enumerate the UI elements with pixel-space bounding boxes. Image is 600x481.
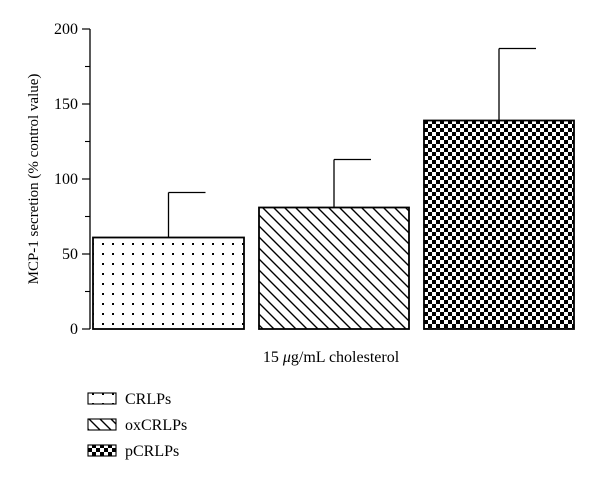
legend-label-pCRLPs: pCRLPs xyxy=(125,443,179,460)
x-axis-label-mu: μ xyxy=(282,349,291,366)
bars-group xyxy=(92,47,575,330)
legend-swatch-CRLPs xyxy=(87,392,117,405)
x-axis-label-prefix: 15 xyxy=(263,349,283,366)
x-axis-label: 15 μg/mL cholesterol xyxy=(263,349,400,366)
x-axis-label-suffix: g/mL cholesterol xyxy=(291,349,400,366)
bar-CRLPs xyxy=(92,236,245,330)
legend-swatch-oxCRLPs xyxy=(87,418,117,431)
legend-swatch-pCRLPs xyxy=(87,444,117,457)
y-tick-label-0: 0 xyxy=(70,321,78,338)
y-tick-label-200: 200 xyxy=(54,21,78,38)
legend-label-oxCRLPs: oxCRLPs xyxy=(125,417,187,434)
y-axis-ticks: 0 50 100 150 200 xyxy=(54,21,90,338)
y-tick-label-50: 50 xyxy=(62,246,78,263)
y-tick-label-150: 150 xyxy=(54,96,78,113)
y-tick-label-100: 100 xyxy=(54,171,78,188)
bar-oxCRLPs xyxy=(258,206,410,330)
bar-pCRLPs xyxy=(423,119,575,330)
legend-label-CRLPs: CRLPs xyxy=(125,391,171,408)
legend: CRLPs oxCRLPs pCRLPs xyxy=(87,391,187,460)
y-axis-label: MCP-1 secretion (% control value) xyxy=(26,74,42,285)
